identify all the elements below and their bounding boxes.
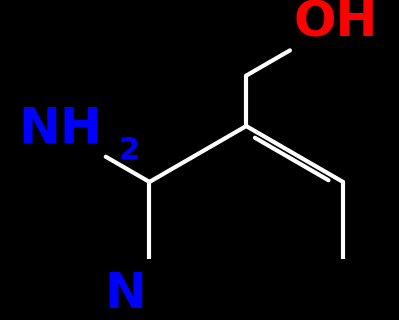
Text: N: N bbox=[104, 270, 146, 318]
Text: 2: 2 bbox=[119, 136, 140, 165]
Text: NH: NH bbox=[18, 105, 102, 153]
Text: OH: OH bbox=[294, 0, 378, 47]
